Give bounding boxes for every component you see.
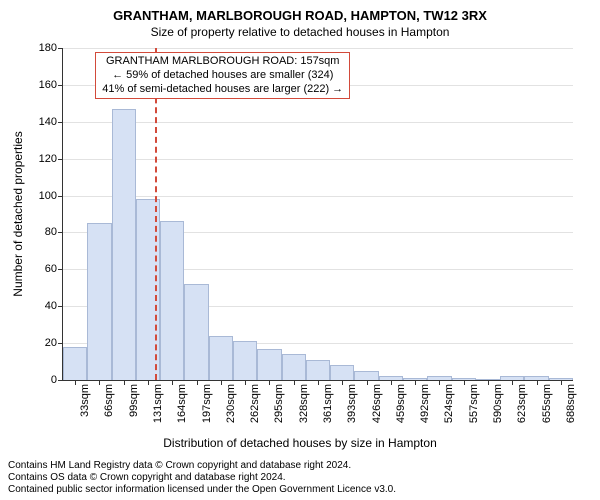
xtick-label: 524sqm	[443, 384, 455, 423]
gridline	[63, 196, 573, 197]
xtick-label: 361sqm	[322, 384, 334, 423]
histogram-bar	[87, 223, 111, 380]
histogram-bar	[112, 109, 136, 380]
xtick-mark	[488, 380, 489, 385]
ytick-label: 140	[39, 116, 63, 128]
histogram-bar	[233, 341, 257, 380]
annotation-box: GRANTHAM MARLBOROUGH ROAD: 157sqm ← 59% …	[95, 52, 350, 99]
xtick-mark	[197, 380, 198, 385]
xtick-mark	[172, 380, 173, 385]
xtick-label: 131sqm	[152, 384, 164, 423]
ytick-label: 180	[39, 42, 63, 54]
xtick-label: 262sqm	[249, 384, 261, 423]
footer-line-3: Contained public sector information lice…	[8, 484, 396, 496]
xtick-label: 197sqm	[201, 384, 213, 423]
ytick-label: 20	[45, 337, 63, 349]
gridline	[63, 159, 573, 160]
xtick-mark	[99, 380, 100, 385]
histogram-bar	[63, 347, 87, 380]
ytick-label: 120	[39, 153, 63, 165]
xtick-mark	[221, 380, 222, 385]
x-axis-label: Distribution of detached houses by size …	[163, 436, 437, 450]
histogram-bar	[209, 336, 233, 380]
y-axis-label: Number of detached properties	[11, 131, 25, 296]
histogram-bar	[282, 354, 306, 380]
attribution-footer: Contains HM Land Registry data © Crown c…	[8, 460, 396, 496]
xtick-mark	[294, 380, 295, 385]
ytick-label: 160	[39, 79, 63, 91]
plot-area: 02040608010012014016018033sqm66sqm99sqm1…	[62, 48, 573, 381]
histogram-bar	[257, 349, 281, 380]
histogram-bar	[160, 221, 184, 380]
xtick-mark	[148, 380, 149, 385]
xtick-mark	[245, 380, 246, 385]
xtick-mark	[512, 380, 513, 385]
xtick-label: 33sqm	[79, 384, 91, 417]
histogram-bar	[306, 360, 330, 380]
xtick-mark	[415, 380, 416, 385]
xtick-mark	[367, 380, 368, 385]
xtick-mark	[391, 380, 392, 385]
ytick-label: 40	[45, 300, 63, 312]
chart-container: GRANTHAM, MARLBOROUGH ROAD, HAMPTON, TW1…	[0, 0, 600, 500]
ytick-label: 60	[45, 263, 63, 275]
xtick-label: 295sqm	[273, 384, 285, 423]
histogram-bar	[184, 284, 208, 380]
xtick-label: 164sqm	[176, 384, 188, 423]
histogram-bar	[330, 365, 354, 380]
xtick-label: 393sqm	[346, 384, 358, 423]
xtick-label: 426sqm	[371, 384, 383, 423]
xtick-label: 623sqm	[516, 384, 528, 423]
gridline	[63, 48, 573, 49]
ytick-label: 0	[51, 374, 63, 386]
annotation-line-2: ← 59% of detached houses are smaller (32…	[102, 69, 343, 83]
xtick-label: 492sqm	[419, 384, 431, 423]
xtick-mark	[75, 380, 76, 385]
footer-line-1: Contains HM Land Registry data © Crown c…	[8, 460, 396, 472]
histogram-bar	[354, 371, 378, 380]
annotation-line-1: GRANTHAM MARLBOROUGH ROAD: 157sqm	[102, 55, 343, 69]
xtick-mark	[269, 380, 270, 385]
xtick-label: 66sqm	[103, 384, 115, 417]
xtick-mark	[124, 380, 125, 385]
footer-line-2: Contains OS data © Crown copyright and d…	[8, 472, 396, 484]
xtick-label: 328sqm	[298, 384, 310, 423]
xtick-label: 230sqm	[225, 384, 237, 423]
annotation-line-3: 41% of semi-detached houses are larger (…	[102, 83, 343, 97]
chart-title: GRANTHAM, MARLBOROUGH ROAD, HAMPTON, TW1…	[0, 0, 600, 23]
gridline	[63, 122, 573, 123]
xtick-mark	[464, 380, 465, 385]
ytick-label: 80	[45, 226, 63, 238]
xtick-label: 655sqm	[541, 384, 553, 423]
ytick-label: 100	[39, 190, 63, 202]
xtick-label: 459sqm	[395, 384, 407, 423]
xtick-mark	[318, 380, 319, 385]
xtick-label: 688sqm	[565, 384, 577, 423]
xtick-mark	[342, 380, 343, 385]
xtick-mark	[439, 380, 440, 385]
chart-subtitle: Size of property relative to detached ho…	[0, 23, 600, 39]
xtick-label: 557sqm	[468, 384, 480, 423]
xtick-label: 99sqm	[128, 384, 140, 417]
xtick-mark	[561, 380, 562, 385]
xtick-mark	[537, 380, 538, 385]
xtick-label: 590sqm	[492, 384, 504, 423]
